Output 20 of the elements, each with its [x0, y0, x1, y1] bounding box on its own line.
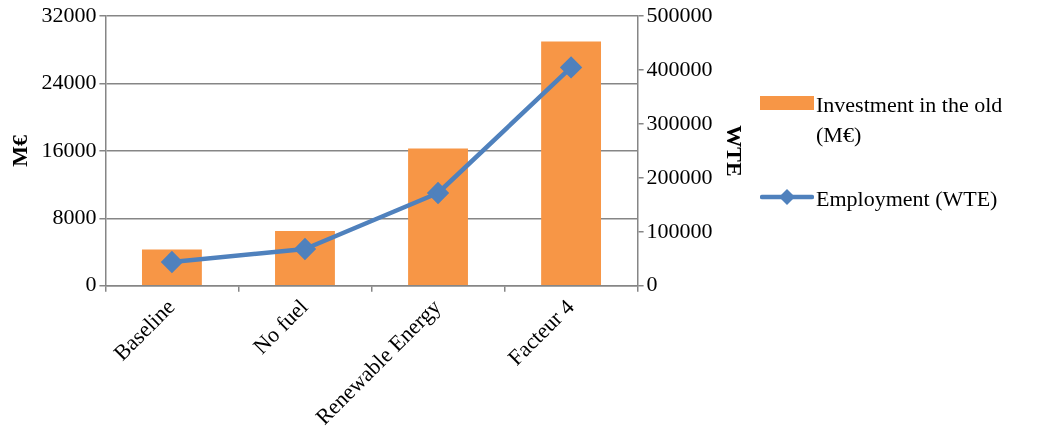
x-tick-label: No fuel	[247, 293, 313, 359]
y2-tick-label: 500000	[646, 1, 713, 27]
legend-label: Employment (WTE)	[816, 185, 998, 213]
y2-tick-label: 300000	[646, 109, 713, 135]
y2-tick-label: 400000	[646, 55, 713, 81]
y-tick-label: 8000	[52, 204, 97, 230]
bar	[541, 41, 602, 285]
y2-tick-label: 100000	[646, 217, 713, 243]
y2-axis-title: WTE	[722, 125, 748, 177]
y-tick-label: 16000	[41, 136, 97, 162]
y-tick-label: 0	[85, 271, 97, 297]
y2-tick-label: 0	[646, 271, 658, 297]
y-axis-title: M€	[6, 135, 32, 167]
point	[427, 182, 449, 204]
point	[560, 57, 582, 78]
y-tick-label: 24000	[41, 69, 97, 95]
y-tick-label: 32000	[41, 1, 97, 27]
y2-tick-label: 200000	[646, 163, 713, 189]
legend-label: Investment in the old (M€)	[816, 91, 1004, 149]
bar	[408, 148, 468, 285]
